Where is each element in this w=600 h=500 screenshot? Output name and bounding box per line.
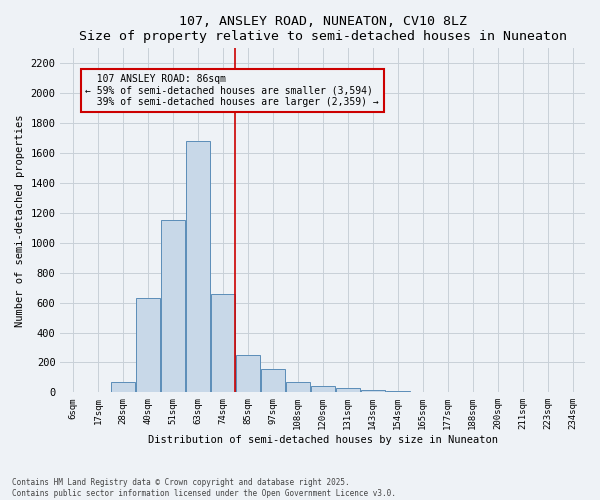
- Bar: [161, 220, 185, 392]
- Text: 107 ANSLEY ROAD: 86sqm
← 59% of semi-detached houses are smaller (3,594)
  39% o: 107 ANSLEY ROAD: 86sqm ← 59% of semi-det…: [85, 74, 379, 107]
- Bar: [136, 298, 160, 392]
- Bar: [335, 388, 360, 392]
- Bar: [286, 382, 310, 392]
- Text: Contains HM Land Registry data © Crown copyright and database right 2025.
Contai: Contains HM Land Registry data © Crown c…: [12, 478, 396, 498]
- Bar: [361, 390, 385, 392]
- Bar: [236, 355, 260, 393]
- Bar: [386, 391, 410, 392]
- Y-axis label: Number of semi-detached properties: Number of semi-detached properties: [15, 114, 25, 326]
- Bar: [185, 141, 210, 393]
- Bar: [260, 369, 285, 392]
- Bar: [311, 386, 335, 392]
- Title: 107, ANSLEY ROAD, NUNEATON, CV10 8LZ
Size of property relative to semi-detached : 107, ANSLEY ROAD, NUNEATON, CV10 8LZ Siz…: [79, 15, 567, 43]
- X-axis label: Distribution of semi-detached houses by size in Nuneaton: Distribution of semi-detached houses by …: [148, 435, 498, 445]
- Bar: [111, 382, 135, 392]
- Bar: [211, 294, 235, 392]
